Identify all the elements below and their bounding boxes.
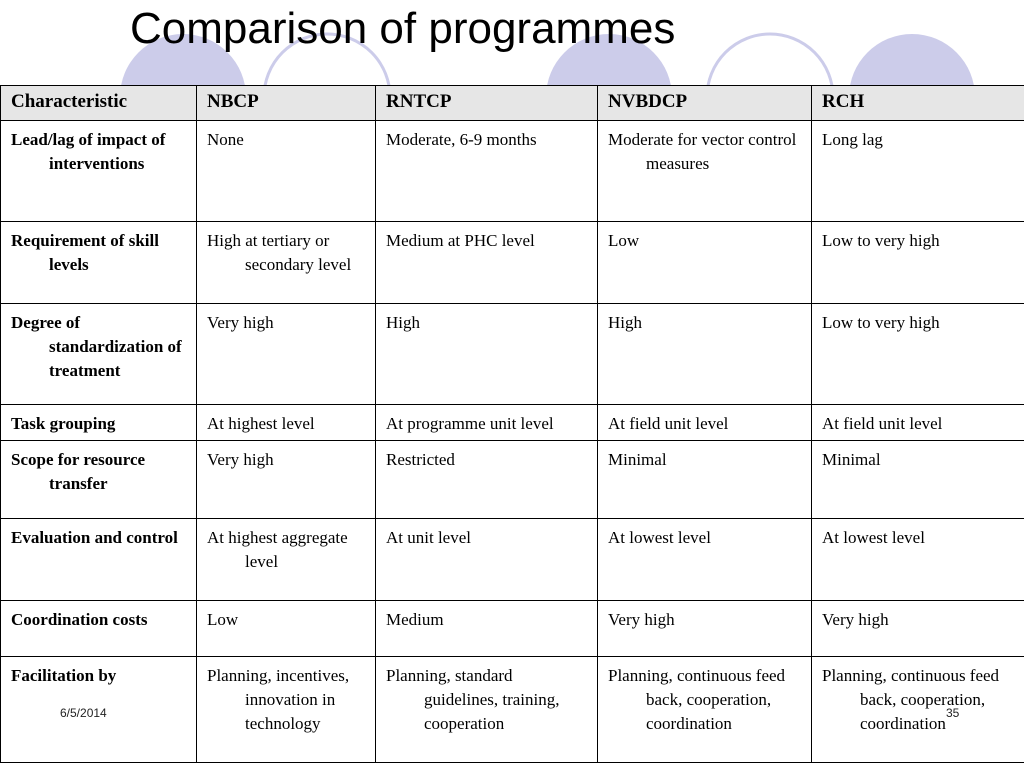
table-row: Evaluation and control At highest aggreg… — [0, 518, 1024, 601]
cell-text: At field unit level — [608, 414, 729, 433]
page-title: Comparison of programmes — [130, 4, 676, 53]
row-characteristic: Coordination costs — [0, 600, 197, 657]
cell-text: Very high — [207, 313, 274, 332]
cell-text: Task grouping — [11, 414, 116, 433]
table-cell: Planning, continuous feed back, cooperat… — [597, 656, 812, 763]
row-characteristic: Scope for resource transfer — [0, 440, 197, 519]
row-characteristic: Lead/lag of impact of interventions — [0, 120, 197, 222]
cell-text: Requirement of skill levels — [11, 231, 159, 274]
table-cell: Very high — [196, 440, 376, 519]
footer-date: 6/5/2014 — [60, 706, 107, 720]
table-cell: At highest aggregate level — [196, 518, 376, 601]
table-cell: None — [196, 120, 376, 222]
cell-text: Very high — [207, 450, 274, 469]
row-characteristic: Degree of standardization of treatment — [0, 303, 197, 405]
table-cell: Minimal — [597, 440, 812, 519]
table-cell: Very high — [196, 303, 376, 405]
table-cell: Moderate, 6-9 months — [375, 120, 598, 222]
table-row: Scope for resource transfer Very high Re… — [0, 440, 1024, 519]
cell-text: Moderate, 6-9 months — [386, 130, 537, 149]
table-cell: Long lag — [811, 120, 1024, 222]
cell-text: Planning, incentives, innovation in tech… — [207, 666, 350, 733]
cell-text: Scope for resource transfer — [11, 450, 146, 493]
header-rntcp: RNTCP — [375, 85, 598, 121]
table-cell: At field unit level — [597, 404, 812, 441]
table-cell: At lowest level — [811, 518, 1024, 601]
table-row: Requirement of skill levels High at tert… — [0, 221, 1024, 304]
cell-text: Medium — [386, 610, 444, 629]
cell-text: Facilitation by — [11, 666, 117, 685]
table-cell: At programme unit level — [375, 404, 598, 441]
table-cell: At unit level — [375, 518, 598, 601]
cell-text: Evaluation and control — [11, 528, 178, 547]
cell-text: None — [207, 130, 244, 149]
header-rch: RCH — [811, 85, 1024, 121]
header-characteristic: Characteristic — [0, 85, 197, 121]
row-characteristic: Task grouping — [0, 404, 197, 441]
cell-text: Long lag — [822, 130, 883, 149]
cell-text: Low to very high — [822, 313, 940, 332]
slide-number: 35 — [946, 706, 960, 720]
cell-text: Moderate for vector control measures — [608, 130, 797, 173]
table-cell: At lowest level — [597, 518, 812, 601]
table-cell: At field unit level — [811, 404, 1024, 441]
cell-text: Low to very high — [822, 231, 940, 250]
table-cell: Very high — [597, 600, 812, 657]
table-cell: Low — [597, 221, 812, 304]
table-cell: High — [375, 303, 598, 405]
table-cell: Medium — [375, 600, 598, 657]
cell-text: At lowest level — [822, 528, 925, 547]
cell-text: Very high — [608, 610, 675, 629]
table-cell: Low — [196, 600, 376, 657]
table-cell: Restricted — [375, 440, 598, 519]
header-nvbdcp: NVBDCP — [597, 85, 812, 121]
table-cell: Low to very high — [811, 303, 1024, 405]
table-cell: Low to very high — [811, 221, 1024, 304]
table-cell: Very high — [811, 600, 1024, 657]
table-row: Lead/lag of impact of interventions None… — [0, 120, 1024, 222]
cell-text: At highest aggregate level — [207, 528, 348, 571]
cell-text: Medium at PHC level — [386, 231, 535, 250]
cell-text: Planning, continuous feed back, cooperat… — [822, 666, 1000, 733]
table-cell: Planning, standard guidelines, training,… — [375, 656, 598, 763]
cell-text: Minimal — [608, 450, 667, 469]
cell-text: At lowest level — [608, 528, 711, 547]
cell-text: Degree of standardization of treatment — [11, 313, 182, 380]
cell-text: Low — [608, 231, 640, 250]
table-row: Facilitation by Planning, incentives, in… — [0, 656, 1024, 763]
cell-text: Minimal — [822, 450, 881, 469]
cell-text: High — [386, 313, 420, 332]
cell-text: Lead/lag of impact of interventions — [11, 130, 166, 173]
row-characteristic: Evaluation and control — [0, 518, 197, 601]
table-cell: Medium at PHC level — [375, 221, 598, 304]
cell-text: High at tertiary or secondary level — [207, 231, 352, 274]
table-cell: High at tertiary or secondary level — [196, 221, 376, 304]
row-characteristic: Requirement of skill levels — [0, 221, 197, 304]
cell-text: At field unit level — [822, 414, 943, 433]
table-row: Coordination costs Low Medium Very high … — [0, 600, 1024, 657]
cell-text: At programme unit level — [386, 414, 554, 433]
table-cell: Planning, incentives, innovation in tech… — [196, 656, 376, 763]
comparison-table: Characteristic NBCP RNTCP NVBDCP RCH Lea… — [0, 85, 1024, 763]
table-cell: Planning, continuous feed back, cooperat… — [811, 656, 1024, 763]
table-cell: Minimal — [811, 440, 1024, 519]
table-cell: High — [597, 303, 812, 405]
cell-text: Planning, continuous feed back, cooperat… — [608, 666, 786, 733]
cell-text: Coordination costs — [11, 610, 148, 629]
cell-text: At highest level — [207, 414, 315, 433]
cell-text: At unit level — [386, 528, 471, 547]
table-row: Degree of standardization of treatment V… — [0, 303, 1024, 405]
table-header-row: Characteristic NBCP RNTCP NVBDCP RCH — [0, 85, 1024, 121]
table-row: Task grouping At highest level At progra… — [0, 404, 1024, 441]
cell-text: Low — [207, 610, 239, 629]
table-cell: Moderate for vector control measures — [597, 120, 812, 222]
cell-text: High — [608, 313, 642, 332]
table-cell: At highest level — [196, 404, 376, 441]
cell-text: Very high — [822, 610, 889, 629]
cell-text: Restricted — [386, 450, 455, 469]
header-nbcp: NBCP — [196, 85, 376, 121]
cell-text: Planning, standard guidelines, training,… — [386, 666, 560, 733]
